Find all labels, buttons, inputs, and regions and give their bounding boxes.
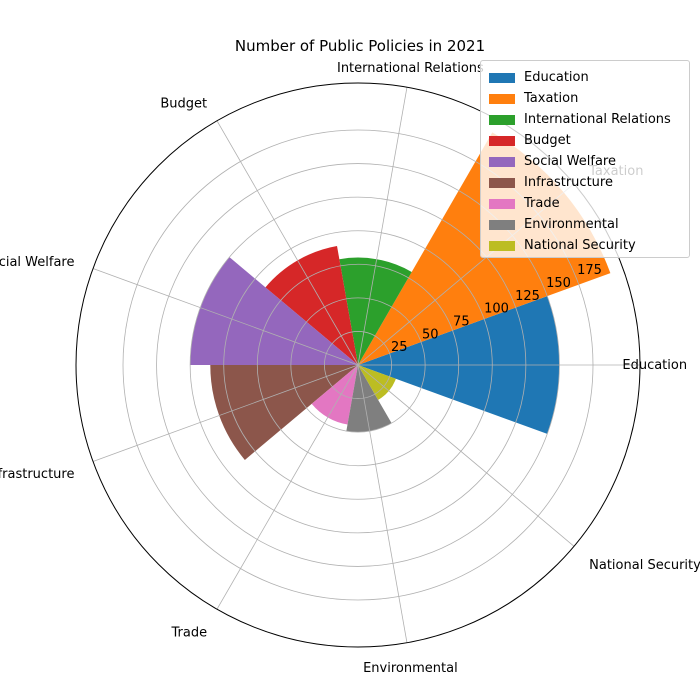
legend-swatch <box>489 177 515 188</box>
angle-label-education: Education <box>622 358 687 373</box>
legend-item-social-welfare: Social Welfare <box>489 151 689 172</box>
radial-tick-label: 175 <box>577 263 602 278</box>
legend-label: National Security <box>524 238 636 253</box>
radial-tick-label: 100 <box>484 302 509 317</box>
grid-spoke <box>357 87 408 366</box>
legend: Education Taxation International Relations… <box>480 60 690 258</box>
angle-label-trade: Trade <box>171 625 208 640</box>
polar-frame <box>75 82 641 648</box>
legend-label: Taxation <box>524 91 579 106</box>
radial-tick-label: 125 <box>515 289 540 304</box>
angle-label-environmental: Environmental <box>363 661 458 676</box>
legend-swatch <box>489 156 515 167</box>
bar-infrastructure <box>210 365 358 460</box>
bar-budget <box>265 245 358 365</box>
legend-swatch <box>489 93 515 104</box>
angle-label-international-relations: International Relations <box>337 61 484 76</box>
legend-swatch <box>489 135 515 146</box>
legend-label: Environmental <box>524 217 619 232</box>
angle-label-infrastructure: Infrastructure <box>0 467 74 482</box>
bar-social-welfare <box>190 257 358 365</box>
chart-title: Number of Public Policies in 2021 <box>235 37 485 55</box>
legend-swatch <box>489 198 515 209</box>
grid-spoke <box>357 364 408 643</box>
radial-tick-label: 75 <box>453 314 470 329</box>
legend-swatch <box>489 240 515 251</box>
legend-swatch <box>489 114 515 125</box>
grid-layer <box>75 82 641 648</box>
radial-tick-labels: 25 50 75 100 125 150 175 <box>391 263 602 355</box>
radial-tick-label: 50 <box>422 327 439 342</box>
angle-label-budget: Budget <box>160 97 207 112</box>
grid-spoke <box>357 364 575 547</box>
radial-tick-label: 25 <box>391 340 408 355</box>
bar-trade <box>311 365 358 425</box>
legend-item-international-relations: International Relations <box>489 109 689 130</box>
angle-label-national-security: National Security <box>589 558 700 573</box>
legend-item-trade: Trade <box>489 193 689 214</box>
legend-label: Infrastructure <box>524 175 613 190</box>
grid-spoke <box>92 364 359 462</box>
radial-tick-label: 150 <box>546 276 571 291</box>
legend-item-national-security: National Security <box>489 235 689 256</box>
legend-label: International Relations <box>524 112 671 127</box>
legend-swatch <box>489 219 515 230</box>
legend-label: Social Welfare <box>524 154 616 169</box>
legend-item-infrastructure: Infrastructure <box>489 172 689 193</box>
legend-label: Budget <box>524 133 571 148</box>
angle-label-social-welfare: Social Welfare <box>0 255 74 270</box>
legend-swatch <box>489 72 515 83</box>
bar-environmental <box>346 365 392 433</box>
legend-item-budget: Budget <box>489 130 689 151</box>
legend-label: Trade <box>524 196 560 211</box>
grid-spoke <box>92 268 359 366</box>
legend-item-education: Education <box>489 67 689 88</box>
legend-label: Education <box>524 70 589 85</box>
bar-national-security <box>358 365 396 400</box>
bar-international-relations <box>339 257 412 365</box>
legend-item-environmental: Environmental <box>489 214 689 235</box>
legend-item-taxation: Taxation <box>489 88 689 109</box>
grid-spoke <box>216 364 359 610</box>
grid-spoke <box>216 120 359 366</box>
